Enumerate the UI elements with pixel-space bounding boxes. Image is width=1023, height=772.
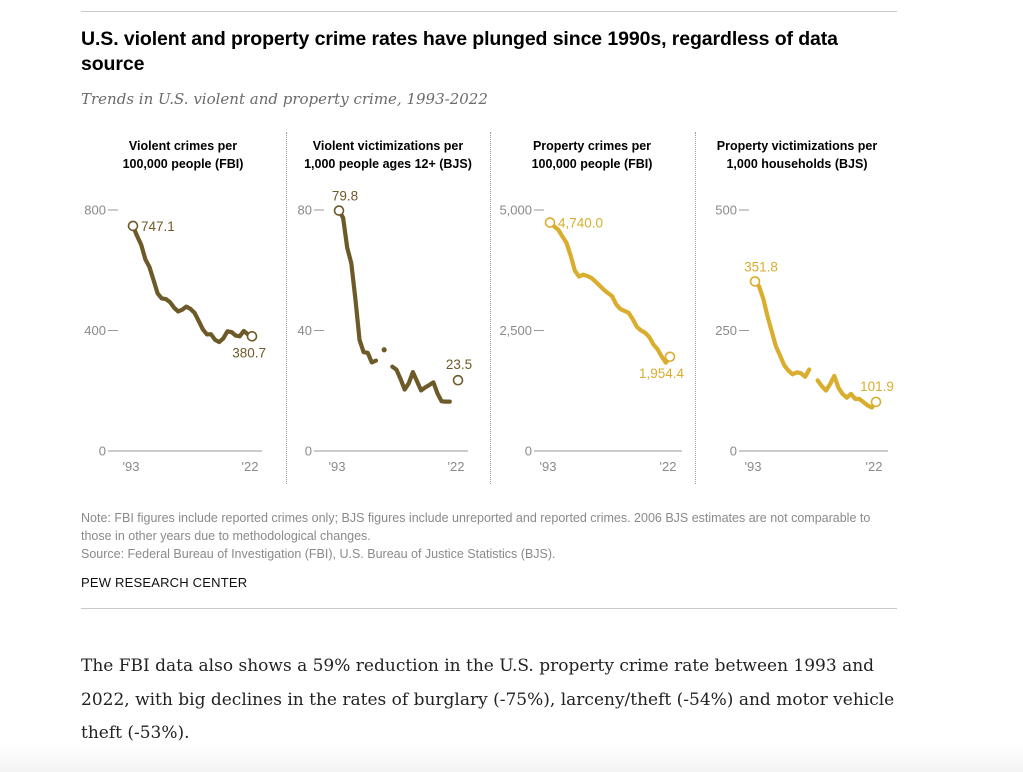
series-line [390, 364, 452, 404]
x-tick-label: '93 [123, 459, 140, 474]
start-value-label: 79.8 [332, 189, 358, 204]
start-marker [544, 217, 556, 228]
end-value-label: 23.5 [446, 357, 472, 372]
panel-title-4: Property victimizations per 1,000 househ… [694, 137, 900, 173]
end-marker [452, 374, 464, 386]
panel-title-1: Violent crimes per 100,000 people (FBI) [80, 137, 286, 173]
bottom-rule [81, 608, 897, 609]
panel-divider [286, 132, 287, 484]
x-tick-label: '22 [242, 459, 259, 474]
panel-title-line: 100,000 people (FBI) [122, 157, 244, 171]
end-marker [870, 396, 882, 408]
start-marker [749, 276, 761, 287]
y-tick-label: 0 [99, 444, 106, 459]
series-line [547, 220, 673, 365]
y-tick-label: 0 [730, 444, 737, 459]
article-paragraph: The FBI data also shows a 59% reduction … [81, 656, 895, 743]
source-text: Source: Federal Bureau of Investigation … [81, 547, 556, 561]
bottom-fade [0, 742, 1023, 772]
top-rule [81, 11, 897, 12]
series-line [130, 223, 255, 345]
panel-title-line: 1,000 people ages 12+ (BJS) [304, 157, 472, 171]
end-value-label: 380.7 [232, 345, 266, 360]
panel-title-line: Property crimes per [532, 139, 652, 153]
x-tick-label: '22 [866, 459, 883, 474]
series-line [336, 208, 379, 365]
y-tick-label: 0 [525, 444, 532, 459]
panel-title-line: 100,000 people (FBI) [531, 157, 653, 171]
panel-title-2: Violent victimizations per 1,000 people … [285, 137, 491, 173]
y-tick-label: 0 [305, 444, 312, 459]
series-line [815, 373, 879, 410]
panel-divider [695, 132, 696, 484]
small-multiples-chart: 0 400 800 '93 '22 747.1 380.7 0 40 80 '93 '22 79.8 23… [84, 189, 894, 474]
x-tick-label: '93 [745, 459, 762, 474]
y-tick-label: 2,500 [499, 323, 532, 338]
start-value-label: 4,740.0 [558, 216, 603, 231]
end-marker [246, 331, 258, 342]
start-marker [127, 220, 139, 232]
x-tick-label: '93 [329, 459, 346, 474]
data-point-isolated [381, 347, 387, 353]
y-tick-label: 5,000 [499, 203, 532, 218]
panel-title-3: Property crimes per 100,000 people (FBI) [489, 137, 695, 173]
start-value-label: 747.1 [141, 219, 175, 234]
panel-title-line: Property victimizations per [716, 139, 878, 153]
chart-notes: Note: FBI figures include reported crime… [81, 509, 901, 563]
start-value-label: 351.8 [744, 259, 778, 274]
y-tick-label: 80 [298, 203, 312, 218]
y-tick-label: 800 [84, 203, 106, 218]
y-tick-label: 250 [715, 323, 737, 338]
end-marker [664, 351, 676, 363]
brand-credit: PEW RESEARCH CENTER [81, 575, 248, 590]
panel-title-line: Violent crimes per [128, 139, 238, 153]
end-value-label: 101.9 [860, 379, 894, 394]
x-tick-label: '22 [448, 459, 465, 474]
y-tick-label: 500 [715, 203, 737, 218]
panel-divider [490, 132, 491, 484]
y-tick-label: 400 [84, 323, 106, 338]
panel-title-line: Violent victimizations per [312, 139, 464, 153]
chart-title: U.S. violent and property crime rates ha… [81, 28, 838, 75]
end-value-label: 1,954.4 [639, 366, 685, 381]
x-tick-label: '93 [540, 459, 557, 474]
x-tick-label: '22 [660, 459, 677, 474]
note-text: Note: FBI figures include reported crime… [81, 511, 871, 543]
start-marker [333, 205, 345, 216]
series-line [752, 279, 812, 379]
chart-subtitle: Trends in U.S. violent and property crim… [81, 90, 488, 108]
panel-title-line: 1,000 households (BJS) [726, 157, 868, 171]
y-tick-label: 40 [298, 323, 312, 338]
